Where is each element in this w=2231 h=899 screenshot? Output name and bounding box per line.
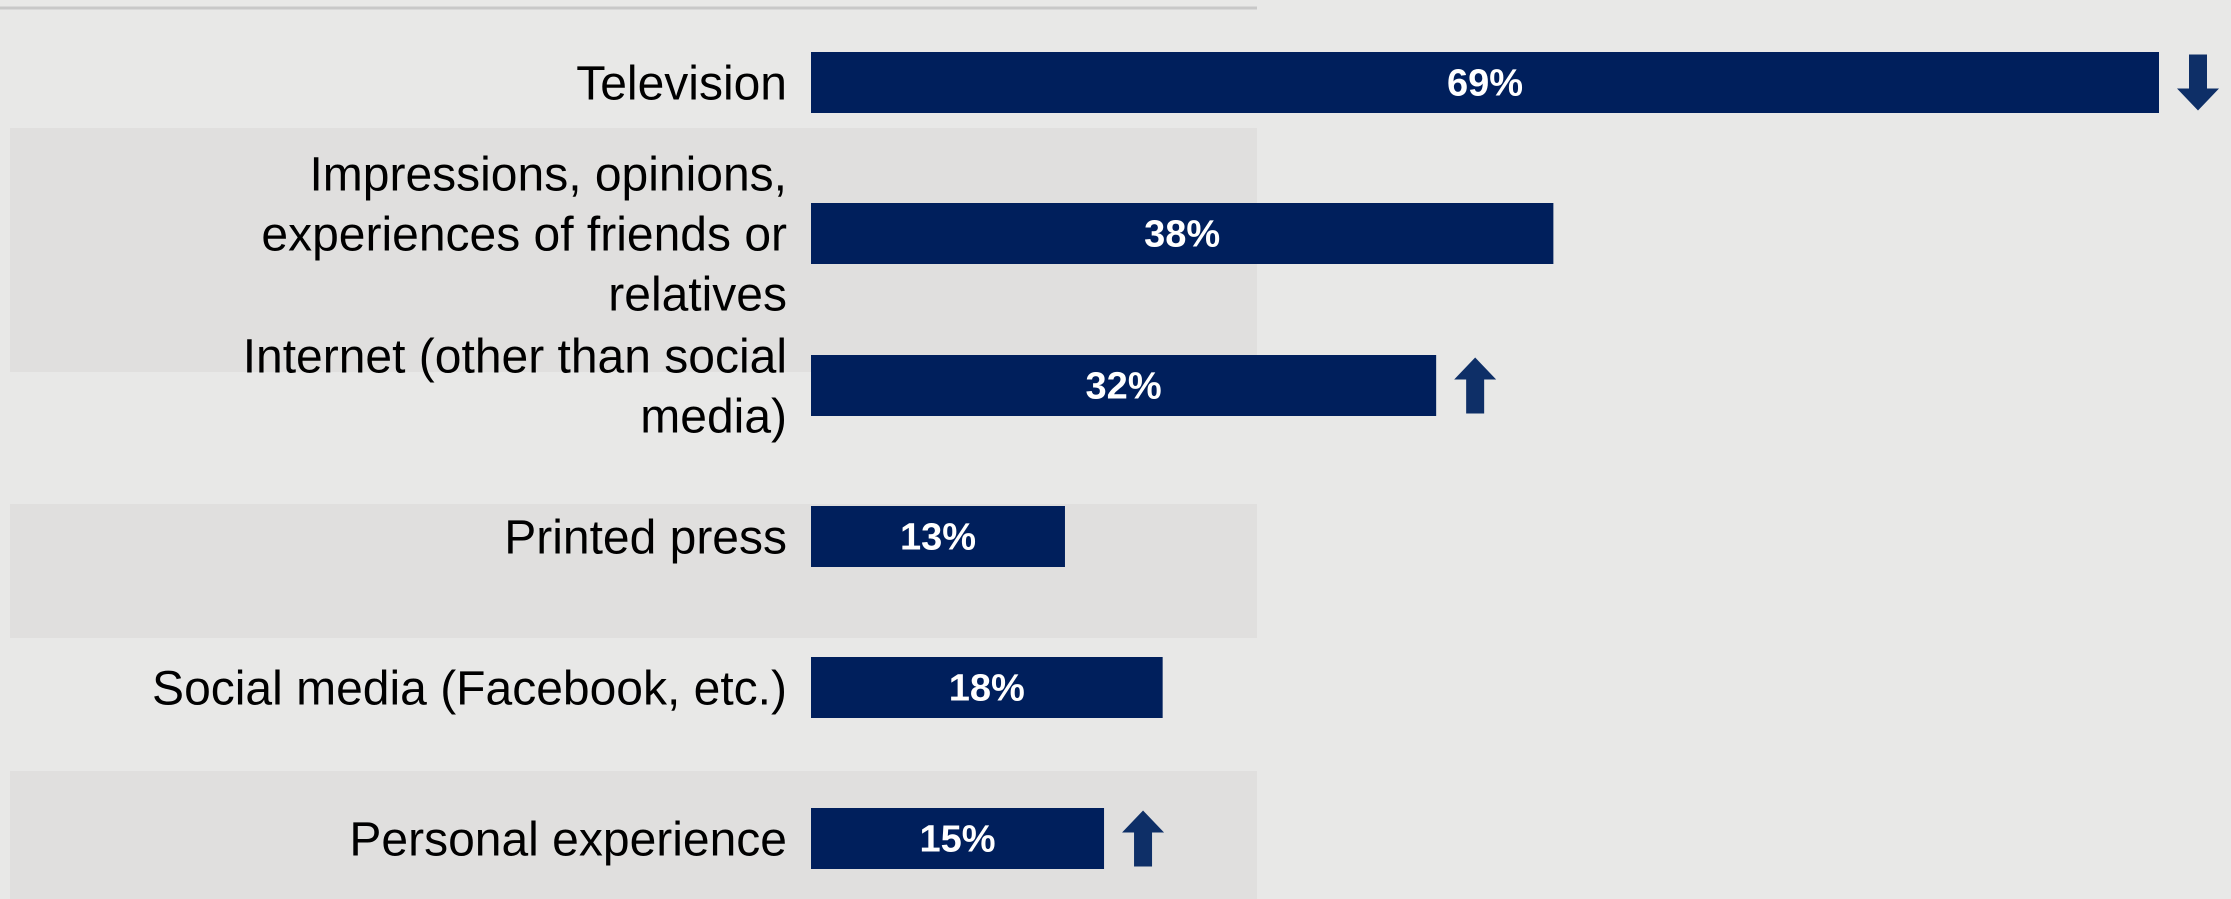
trend-arrows: [1122, 54, 2219, 867]
arrow-up-icon: [1454, 357, 1497, 414]
bar: [811, 355, 1437, 416]
bar: [811, 808, 1105, 869]
value-label: 15%: [919, 819, 995, 861]
category-label: Television: [576, 58, 787, 111]
value-label: 18%: [949, 668, 1025, 710]
bar: [811, 52, 2159, 113]
value-labels: 69% 38% 32% 13% 18% 15%: [900, 63, 1523, 861]
bar: [811, 203, 1554, 264]
bars: [811, 52, 2159, 869]
value-label: 69%: [1447, 63, 1523, 105]
bar: [811, 506, 1065, 567]
category-label: Social media (Facebook, etc.): [152, 663, 787, 716]
arrow-down-icon: [2177, 54, 2219, 111]
category-labels: Television Impressions, opinions, experien…: [152, 58, 787, 867]
value-label: 38%: [1144, 214, 1220, 256]
category-label: Personal experience: [349, 814, 787, 867]
arrow-up-icon: [1122, 810, 1165, 867]
category-label: Printed press: [504, 512, 787, 565]
value-label: 13%: [900, 517, 976, 559]
category-label: Impressions, opinions, experiences of fri…: [261, 149, 787, 322]
value-label: 32%: [1086, 366, 1162, 408]
bar: [811, 657, 1163, 718]
category-label: Internet (other than social media): [243, 331, 787, 444]
